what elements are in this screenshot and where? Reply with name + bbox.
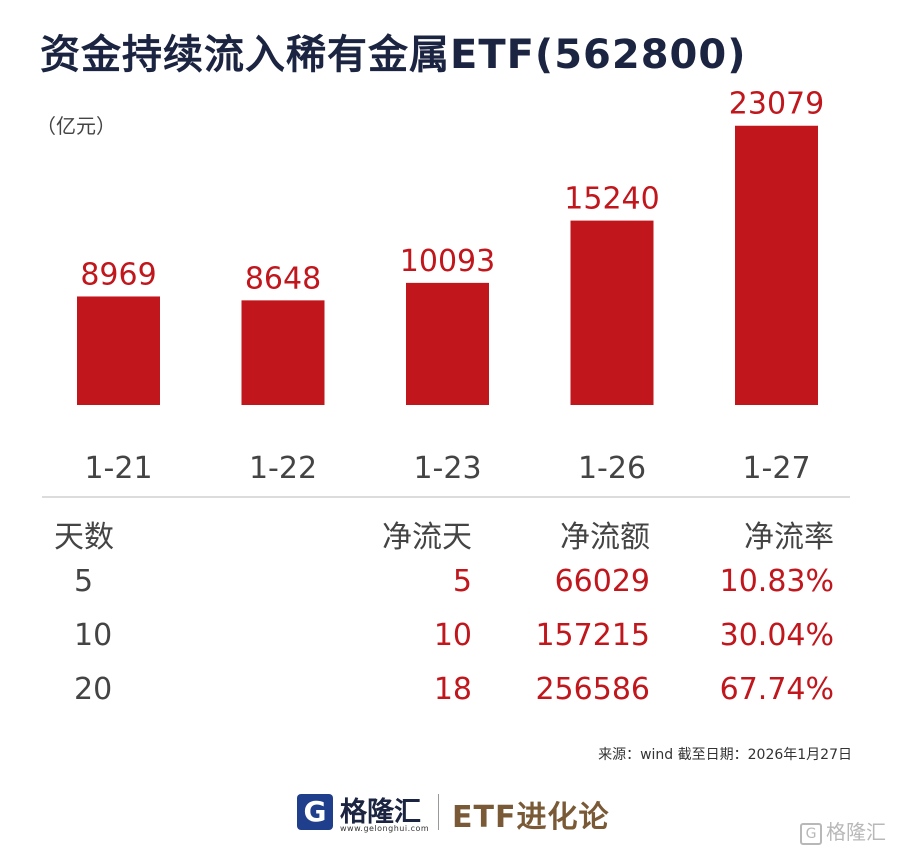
data-label: 8969 bbox=[80, 257, 156, 292]
table-cell: 66029 bbox=[554, 564, 650, 599]
x-tick-label: 1-21 bbox=[84, 451, 152, 486]
gelonghui-logo-icon: G bbox=[297, 794, 333, 830]
footer: G 格隆汇 www.gelonghui.com ETF进化论 G 格隆汇 bbox=[0, 784, 900, 845]
x-tick-label: 1-23 bbox=[413, 451, 481, 486]
column-name: ETF进化论 bbox=[452, 800, 610, 835]
bar-1-21 bbox=[77, 296, 160, 405]
x-tick-label: 1-26 bbox=[578, 451, 646, 486]
table-cell: 256586 bbox=[535, 672, 650, 707]
table-cell: 30.04% bbox=[719, 618, 834, 653]
data-label: 8648 bbox=[245, 261, 321, 296]
table-cell: 5 bbox=[452, 564, 472, 599]
footer-separator bbox=[438, 794, 439, 830]
x-tick-label: 1-22 bbox=[249, 451, 317, 486]
divider bbox=[42, 496, 850, 498]
watermark-icon: G bbox=[800, 822, 822, 845]
bar-1-27 bbox=[735, 125, 818, 405]
header-days: 天数 bbox=[54, 520, 114, 555]
table-cell: 10.83% bbox=[719, 564, 834, 599]
table-cell: 10 bbox=[433, 618, 472, 653]
table-cell: 5 bbox=[74, 564, 94, 599]
brand-name: 格隆汇 bbox=[340, 797, 421, 828]
table-cell: 157215 bbox=[535, 618, 650, 653]
bar-1-23 bbox=[406, 282, 489, 405]
table-cell: 20 bbox=[74, 672, 113, 707]
table-cell: 18 bbox=[433, 672, 472, 707]
bar-1-22 bbox=[241, 300, 325, 405]
table-cell: 67.74% bbox=[719, 672, 834, 707]
watermark: G 格隆汇 bbox=[800, 816, 886, 845]
watermark-text: 格隆汇 bbox=[826, 820, 886, 844]
data-label: 15240 bbox=[564, 182, 659, 217]
header-net-days: 净流天 bbox=[382, 520, 472, 555]
chart-title: 资金持续流入稀有金属ETF(562800) bbox=[40, 32, 747, 78]
table-cell: 10 bbox=[74, 618, 113, 653]
source-note: 来源：wind 截至日期：2026年1月27日 bbox=[598, 747, 852, 763]
header-net-amount: 净流额 bbox=[560, 520, 650, 555]
bar-1-26 bbox=[570, 220, 654, 405]
data-label: 10093 bbox=[400, 244, 495, 279]
flow-table: 天数 净流天 净流额 净流率 5 5 66029 10.83% 10 10 15… bbox=[0, 500, 900, 725]
bar-chart: 8969 1-21 8648 1-22 10093 1-23 15240 1-26 23079 1… bbox=[77, 87, 824, 486]
x-tick-label: 1-27 bbox=[742, 451, 810, 486]
data-label: 23079 bbox=[729, 87, 824, 122]
header-net-rate: 净流率 bbox=[744, 520, 834, 555]
brand-url: www.gelonghui.com bbox=[340, 824, 430, 833]
unit-label: （亿元） bbox=[36, 114, 116, 138]
